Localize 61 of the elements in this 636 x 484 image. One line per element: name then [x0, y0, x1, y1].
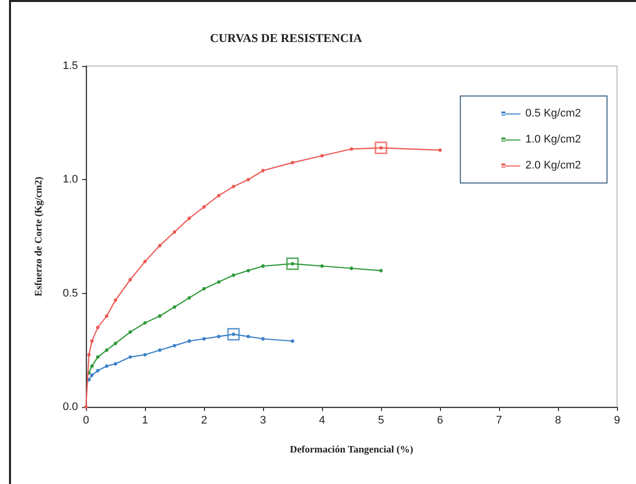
point [320, 154, 324, 158]
y-axis-title: Esfuerzo de Corte (Kg/cm2) [34, 176, 44, 296]
point [90, 373, 94, 377]
x-tick-label: 6 [436, 414, 444, 426]
point [217, 334, 220, 338]
point [261, 337, 265, 341]
legend-label: 2.0 Kg/cm2 [525, 160, 581, 172]
x-tick-label: 7 [496, 414, 502, 426]
y-tick-label: 0.0 [62, 401, 78, 413]
y-tick-label: 0.5 [62, 287, 78, 300]
point [232, 273, 236, 277]
point [246, 268, 250, 272]
point [158, 314, 162, 318]
point [114, 298, 118, 302]
point [188, 216, 191, 220]
point [438, 148, 442, 152]
point [104, 348, 108, 352]
point [128, 355, 132, 359]
point [87, 352, 91, 356]
x-tick-label: 8 [554, 414, 562, 426]
x-tick-label: 2 [200, 414, 208, 426]
point [114, 342, 118, 346]
point [158, 348, 162, 352]
point [143, 321, 147, 325]
x-tick-label: 9 [614, 414, 620, 426]
y-tick-label: 1.0 [62, 174, 78, 186]
point [96, 326, 100, 330]
x-tick-label: 5 [378, 414, 384, 426]
point [227, 328, 240, 341]
point [96, 368, 100, 372]
point [350, 266, 354, 270]
point [90, 364, 94, 368]
point [290, 160, 294, 164]
x-tick-label: 4 [318, 414, 326, 426]
point [188, 296, 191, 300]
chart-title: CURVAS DE RESISTENCIA [210, 31, 362, 45]
point [202, 337, 206, 341]
point [104, 314, 108, 318]
point [217, 194, 220, 198]
point [379, 268, 383, 272]
x-tick-label: 0 [82, 414, 90, 426]
legend-label: 0.5 Kg/cm2 [525, 108, 581, 120]
point [217, 280, 220, 284]
x-tick-label: 3 [260, 414, 266, 426]
point [246, 178, 250, 182]
point [104, 364, 108, 368]
x-tick-label: 1 [142, 414, 148, 426]
point [143, 352, 147, 356]
point [128, 330, 132, 334]
point [158, 244, 162, 248]
point [90, 339, 94, 343]
y-tick-label: 1.5 [62, 60, 78, 72]
legend-label: 1.0 Kg/cm2 [525, 134, 581, 146]
point [202, 287, 206, 291]
point [172, 344, 176, 348]
point [114, 362, 118, 366]
point [188, 339, 191, 343]
x-axis-title: Deformación Tangencial (%) [290, 444, 414, 456]
point [246, 334, 250, 338]
point [128, 278, 132, 282]
point [96, 355, 100, 359]
